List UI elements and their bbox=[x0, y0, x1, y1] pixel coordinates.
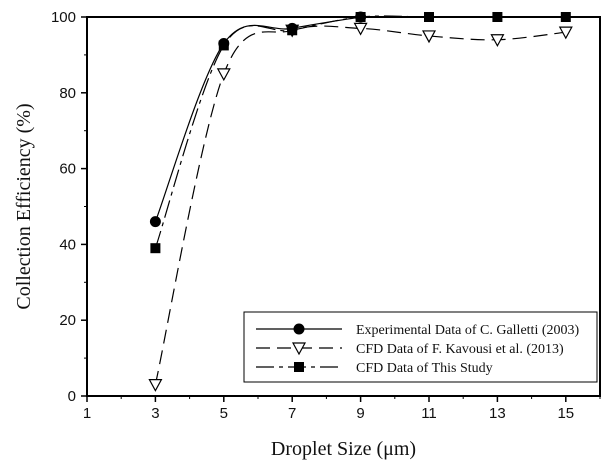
data-point-square bbox=[294, 362, 304, 372]
x-tick-label: 15 bbox=[557, 405, 574, 422]
series-2 bbox=[148, 22, 573, 392]
data-point-square bbox=[218, 40, 229, 51]
x-tick-label: 9 bbox=[356, 405, 364, 422]
x-tick-label: 3 bbox=[151, 405, 159, 422]
data-point-circle bbox=[149, 216, 161, 228]
x-tick-label: 11 bbox=[421, 405, 437, 422]
series-line bbox=[154, 16, 361, 222]
data-point-triangle bbox=[558, 26, 573, 40]
data-point-triangle bbox=[353, 22, 368, 36]
data-point-triangle bbox=[148, 379, 163, 392]
legend-label: CFD Data of This Study bbox=[356, 361, 493, 376]
data-point-triangle bbox=[490, 34, 505, 47]
legend-label: CFD Data of F. Kavousi et al. (2013) bbox=[356, 342, 564, 357]
data-point-triangle bbox=[291, 342, 307, 356]
data-point-square bbox=[150, 243, 161, 254]
y-tick-label: 80 bbox=[59, 85, 76, 102]
x-tick-label: 13 bbox=[489, 405, 506, 422]
series-line bbox=[154, 15, 566, 249]
y-axis-title: Collection Efficiency (%) bbox=[13, 103, 35, 309]
data-point-circle bbox=[293, 323, 305, 335]
y-tick-label: 20 bbox=[59, 312, 76, 329]
data-point-triangle bbox=[421, 30, 437, 44]
legend-label: Experimental Data of C. Galletti (2003) bbox=[356, 323, 579, 338]
data-point-triangle bbox=[216, 68, 231, 82]
legend: Experimental Data of C. Galletti (2003) C… bbox=[243, 311, 598, 383]
y-tick-label: 100 bbox=[51, 9, 76, 26]
y-tick-label: 40 bbox=[59, 236, 76, 253]
series-line bbox=[154, 25, 566, 385]
y-tick-label: 0 bbox=[68, 388, 76, 405]
y-tick-label: 60 bbox=[59, 161, 76, 178]
x-tick-label: 7 bbox=[288, 405, 296, 422]
series-3 bbox=[150, 12, 571, 254]
x-axis-title: Droplet Size (μm) bbox=[271, 438, 416, 460]
x-tick-label: 1 bbox=[83, 405, 91, 422]
data-point-square bbox=[287, 25, 298, 36]
x-tick-label: 5 bbox=[220, 405, 228, 422]
series-1 bbox=[149, 11, 367, 228]
